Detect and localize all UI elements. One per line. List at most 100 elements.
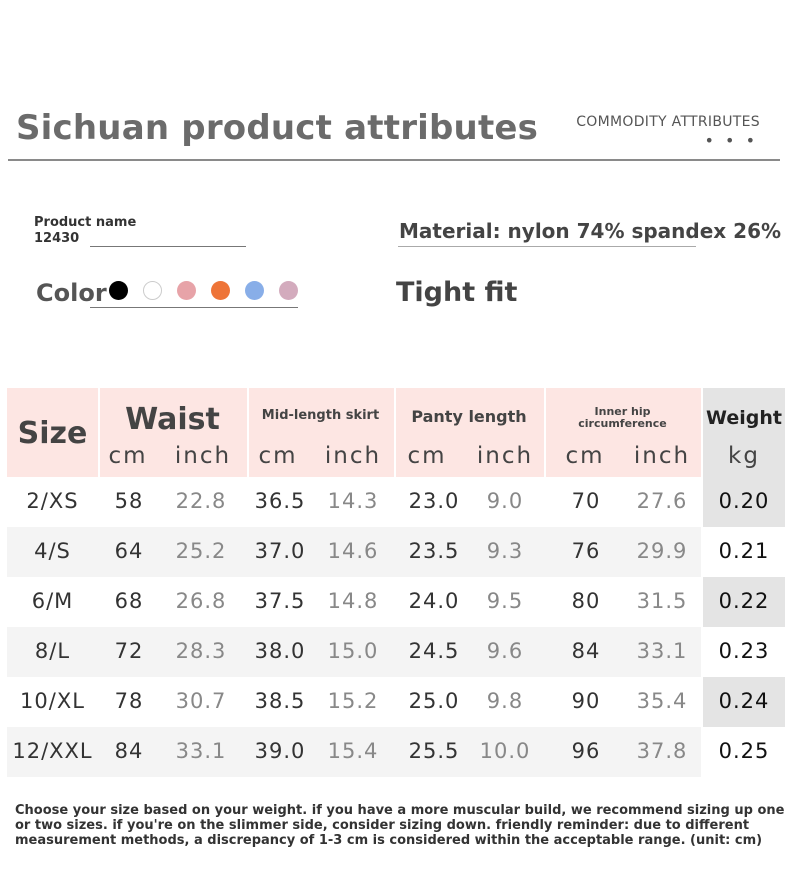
cell-weight: 0.23 <box>718 639 770 663</box>
product-name-value: 12430 <box>34 231 80 246</box>
header-waist-inch: inch <box>174 443 232 469</box>
cell-size: 8/L <box>34 639 71 663</box>
color-swatch[interactable] <box>211 281 230 300</box>
cell-waist-cm: 84 <box>114 739 144 763</box>
table-row: 12/XXL 84 33.1 39.0 15.4 25.5 10.0 96 37.8 0.25 <box>7 727 785 777</box>
cell-skirt-in: 14.6 <box>327 539 379 563</box>
cell-hip-cm: 70 <box>571 489 601 513</box>
cell-skirt-cm: 37.5 <box>254 589 306 613</box>
cell-waist-cm: 58 <box>114 489 144 513</box>
product-name-label: Product name <box>34 215 137 230</box>
more-dots-icon: • • • <box>704 131 758 150</box>
header-weight-kg: kg <box>728 443 760 469</box>
cell-waist-in: 25.2 <box>175 539 227 563</box>
cell-size: 12/XXL <box>12 739 93 763</box>
cell-panty-cm: 24.0 <box>408 589 460 613</box>
cell-hip-cm: 76 <box>571 539 601 563</box>
header-skirt-cm: cm <box>258 443 298 469</box>
cell-skirt-cm: 38.5 <box>254 689 306 713</box>
cell-skirt-in: 14.3 <box>327 489 379 513</box>
cell-panty-in: 10.0 <box>479 739 531 763</box>
table-row: 6/M 68 26.8 37.5 14.8 24.0 9.5 80 31.5 0.22 <box>7 577 785 627</box>
color-swatch[interactable] <box>245 281 264 300</box>
cell-hip-in: 27.6 <box>636 489 688 513</box>
cell-skirt-in: 15.4 <box>327 739 379 763</box>
title-divider <box>8 159 780 161</box>
header-size: Size <box>17 416 88 451</box>
table-row: 2/XS 58 22.8 36.5 14.3 23.0 9.0 70 27.6 0.20 <box>7 477 785 527</box>
cell-waist-cm: 64 <box>114 539 144 563</box>
header-hip-cm: cm <box>565 443 605 469</box>
header-panty-cm: cm <box>407 443 447 469</box>
cell-weight: 0.25 <box>718 739 770 763</box>
color-swatches <box>109 281 298 300</box>
page-title: Sichuan product attributes <box>16 108 539 148</box>
table-row: 8/L 72 28.3 38.0 15.0 24.5 9.6 84 33.1 0.23 <box>7 627 785 677</box>
table-row: 10/XL 78 30.7 38.5 15.2 25.0 9.8 90 35.4 0.24 <box>7 677 785 727</box>
cell-hip-cm: 90 <box>571 689 601 713</box>
cell-hip-cm: 96 <box>571 739 601 763</box>
cell-skirt-cm: 39.0 <box>254 739 306 763</box>
header-skirt: Mid-length skirt <box>261 408 380 423</box>
cell-hip-in: 35.4 <box>636 689 688 713</box>
header-skirt-inch: inch <box>324 443 382 469</box>
cell-panty-in: 9.3 <box>486 539 524 563</box>
header-hip-line1: Inner hip <box>594 405 651 418</box>
cell-panty-cm: 23.5 <box>408 539 460 563</box>
header-panty: Panty length <box>411 407 527 426</box>
material-text: Material: nylon 74% spandex 26% <box>399 219 782 243</box>
color-underline <box>90 307 298 308</box>
cell-skirt-cm: 38.0 <box>254 639 306 663</box>
cell-panty-cm: 24.5 <box>408 639 460 663</box>
cell-weight: 0.22 <box>718 589 770 613</box>
cell-hip-in: 37.8 <box>636 739 688 763</box>
color-swatch[interactable] <box>109 281 128 300</box>
cell-panty-in: 9.6 <box>486 639 524 663</box>
cell-hip-cm: 80 <box>571 589 601 613</box>
cell-hip-in: 29.9 <box>636 539 688 563</box>
color-label: Color <box>36 279 107 307</box>
cell-waist-in: 30.7 <box>175 689 227 713</box>
color-swatch[interactable] <box>177 281 196 300</box>
cell-waist-in: 22.8 <box>175 489 227 513</box>
fit-text: Tight fit <box>396 277 518 308</box>
cell-skirt-in: 15.2 <box>327 689 379 713</box>
color-swatch[interactable] <box>143 281 162 300</box>
cell-waist-in: 33.1 <box>175 739 227 763</box>
cell-waist-cm: 78 <box>114 689 144 713</box>
cell-skirt-in: 14.8 <box>327 589 379 613</box>
cell-panty-in: 9.5 <box>486 589 524 613</box>
cell-weight: 0.20 <box>718 489 770 513</box>
cell-hip-cm: 84 <box>571 639 601 663</box>
cell-skirt-in: 15.0 <box>327 639 379 663</box>
cell-waist-cm: 72 <box>114 639 144 663</box>
cell-panty-in: 9.0 <box>486 489 524 513</box>
material-underline <box>398 246 696 247</box>
cell-skirt-cm: 37.0 <box>254 539 306 563</box>
cell-waist-in: 28.3 <box>175 639 227 663</box>
header-waist: Waist <box>125 402 220 437</box>
header-hip-inch: inch <box>633 443 691 469</box>
cell-hip-in: 33.1 <box>636 639 688 663</box>
cell-size: 4/S <box>34 539 71 563</box>
cell-skirt-cm: 36.5 <box>254 489 306 513</box>
color-swatch[interactable] <box>279 281 298 300</box>
header-waist-cm: cm <box>108 443 148 469</box>
cell-size: 6/M <box>31 589 74 613</box>
cell-panty-cm: 25.0 <box>408 689 460 713</box>
cell-hip-in: 31.5 <box>636 589 688 613</box>
header-weight: Weight <box>706 407 782 429</box>
cell-panty-cm: 25.5 <box>408 739 460 763</box>
size-note: Choose your size based on your weight. i… <box>15 803 785 848</box>
header-panty-inch: inch <box>476 443 534 469</box>
table-row: 4/S 64 25.2 37.0 14.6 23.5 9.3 76 29.9 0.21 <box>7 527 785 577</box>
cell-weight: 0.24 <box>718 689 770 713</box>
cell-size: 2/XS <box>26 489 79 513</box>
cell-weight: 0.21 <box>718 539 770 563</box>
product-name-underline <box>90 246 246 247</box>
size-chart-header: Size Waist cm inch Mid-length skirt cm i… <box>7 388 785 477</box>
cell-panty-in: 9.8 <box>486 689 524 713</box>
cell-waist-in: 26.8 <box>175 589 227 613</box>
header-hip-line2: circumference <box>578 417 667 430</box>
size-chart-table: Size Waist cm inch Mid-length skirt cm i… <box>7 388 785 777</box>
